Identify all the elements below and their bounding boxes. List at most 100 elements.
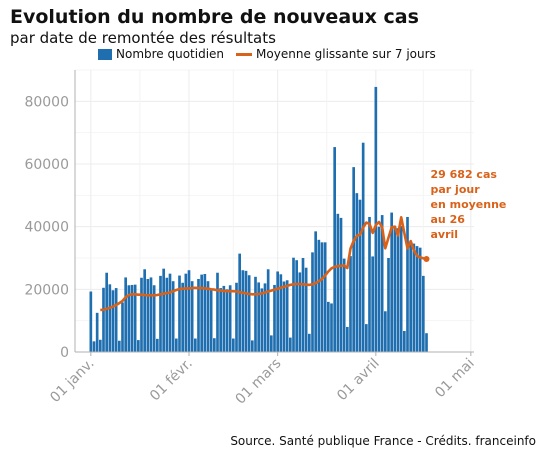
bar <box>111 290 115 352</box>
annotation-line: par jour <box>431 183 481 196</box>
bar <box>295 260 298 352</box>
bar <box>390 212 393 352</box>
bar <box>327 301 330 352</box>
chart-title: Evolution du nombre de nouveaux cas <box>10 6 419 28</box>
annotation-line: en moyenne <box>431 198 507 211</box>
bar <box>399 226 403 352</box>
bar <box>339 217 343 352</box>
bar <box>225 289 229 352</box>
bar <box>330 303 333 352</box>
legend-label-bars: Nombre quotidien <box>116 47 225 61</box>
bar <box>99 339 102 352</box>
bar <box>342 258 346 352</box>
bar <box>273 284 276 352</box>
x-tick-label: 01 avril <box>334 356 383 405</box>
bar <box>244 270 248 352</box>
bar <box>156 338 159 352</box>
bar <box>301 258 305 352</box>
bar <box>124 277 127 352</box>
bar <box>317 239 321 352</box>
bar <box>171 281 175 352</box>
bar <box>396 228 400 352</box>
bar <box>165 277 169 352</box>
bar <box>222 285 226 352</box>
bar <box>336 213 340 352</box>
bar <box>260 288 264 352</box>
bar <box>140 277 143 352</box>
bar <box>365 324 368 352</box>
bar <box>409 243 412 352</box>
bar <box>133 284 137 352</box>
axes: 0 20000 40000 60000 80000 01 janv. 01 févr. 01 … <box>24 70 478 408</box>
annotations: 29 682 cas par jour en moyenne au 26 avril <box>431 168 507 241</box>
bar <box>422 275 425 352</box>
bar <box>232 338 235 352</box>
bar <box>219 288 222 352</box>
bar <box>203 273 207 352</box>
bar <box>118 340 121 352</box>
y-tick-label: 80000 <box>24 94 69 110</box>
bar <box>209 290 213 352</box>
bar <box>368 216 371 352</box>
bar <box>323 242 327 352</box>
bar <box>102 287 105 352</box>
bar <box>333 147 336 352</box>
bar <box>377 226 381 352</box>
bar <box>406 216 409 352</box>
bar <box>121 302 124 352</box>
bar <box>251 340 254 352</box>
legend-item-bars: Nombre quotidien <box>98 47 224 61</box>
bar-series <box>89 86 428 353</box>
bar <box>152 285 156 352</box>
bar <box>241 270 245 352</box>
bar <box>206 281 210 352</box>
bar <box>235 282 238 352</box>
bar <box>228 285 232 352</box>
bar <box>200 274 203 352</box>
bar <box>393 225 397 352</box>
bar <box>127 285 131 352</box>
bar <box>374 86 378 353</box>
bar <box>238 253 241 352</box>
bar <box>358 199 362 352</box>
y-tick-label: 40000 <box>24 220 69 236</box>
bar <box>92 341 96 352</box>
bar <box>149 277 153 352</box>
legend: Nombre quotidien Moyenne glissante sur 7… <box>98 47 448 61</box>
annotation-line: avril <box>431 228 459 241</box>
bar <box>143 269 146 352</box>
bar <box>308 333 311 352</box>
legend-swatch-line <box>236 52 253 56</box>
last-point-marker <box>423 255 430 262</box>
bar <box>415 246 419 352</box>
annotation-text: 29 682 cas par jour en moyenne au 26 avril <box>431 168 507 241</box>
x-tick-label: 01 mai <box>432 356 478 402</box>
x-tick-label: 01 mars <box>233 356 285 408</box>
legend-label-line: Moyenne glissante sur 7 jours <box>256 47 436 61</box>
bar <box>361 142 365 352</box>
bar <box>289 337 292 352</box>
bar <box>146 278 150 352</box>
bar <box>371 256 374 352</box>
line-series <box>100 216 430 312</box>
bar <box>216 272 219 352</box>
bar <box>266 269 270 352</box>
bar <box>425 333 428 352</box>
bar <box>168 273 172 352</box>
bar <box>197 278 200 352</box>
bar <box>304 267 308 352</box>
bar <box>114 288 118 352</box>
bar <box>187 270 191 352</box>
bar <box>276 271 279 352</box>
bar <box>320 242 324 352</box>
y-tick-label: 60000 <box>24 157 69 173</box>
bar <box>279 274 283 352</box>
annotation-line: au 26 <box>431 213 466 226</box>
bar <box>352 167 355 352</box>
bar <box>384 311 387 352</box>
bar <box>403 331 406 352</box>
bar <box>349 256 352 352</box>
bar <box>184 273 188 352</box>
bar <box>311 252 314 352</box>
